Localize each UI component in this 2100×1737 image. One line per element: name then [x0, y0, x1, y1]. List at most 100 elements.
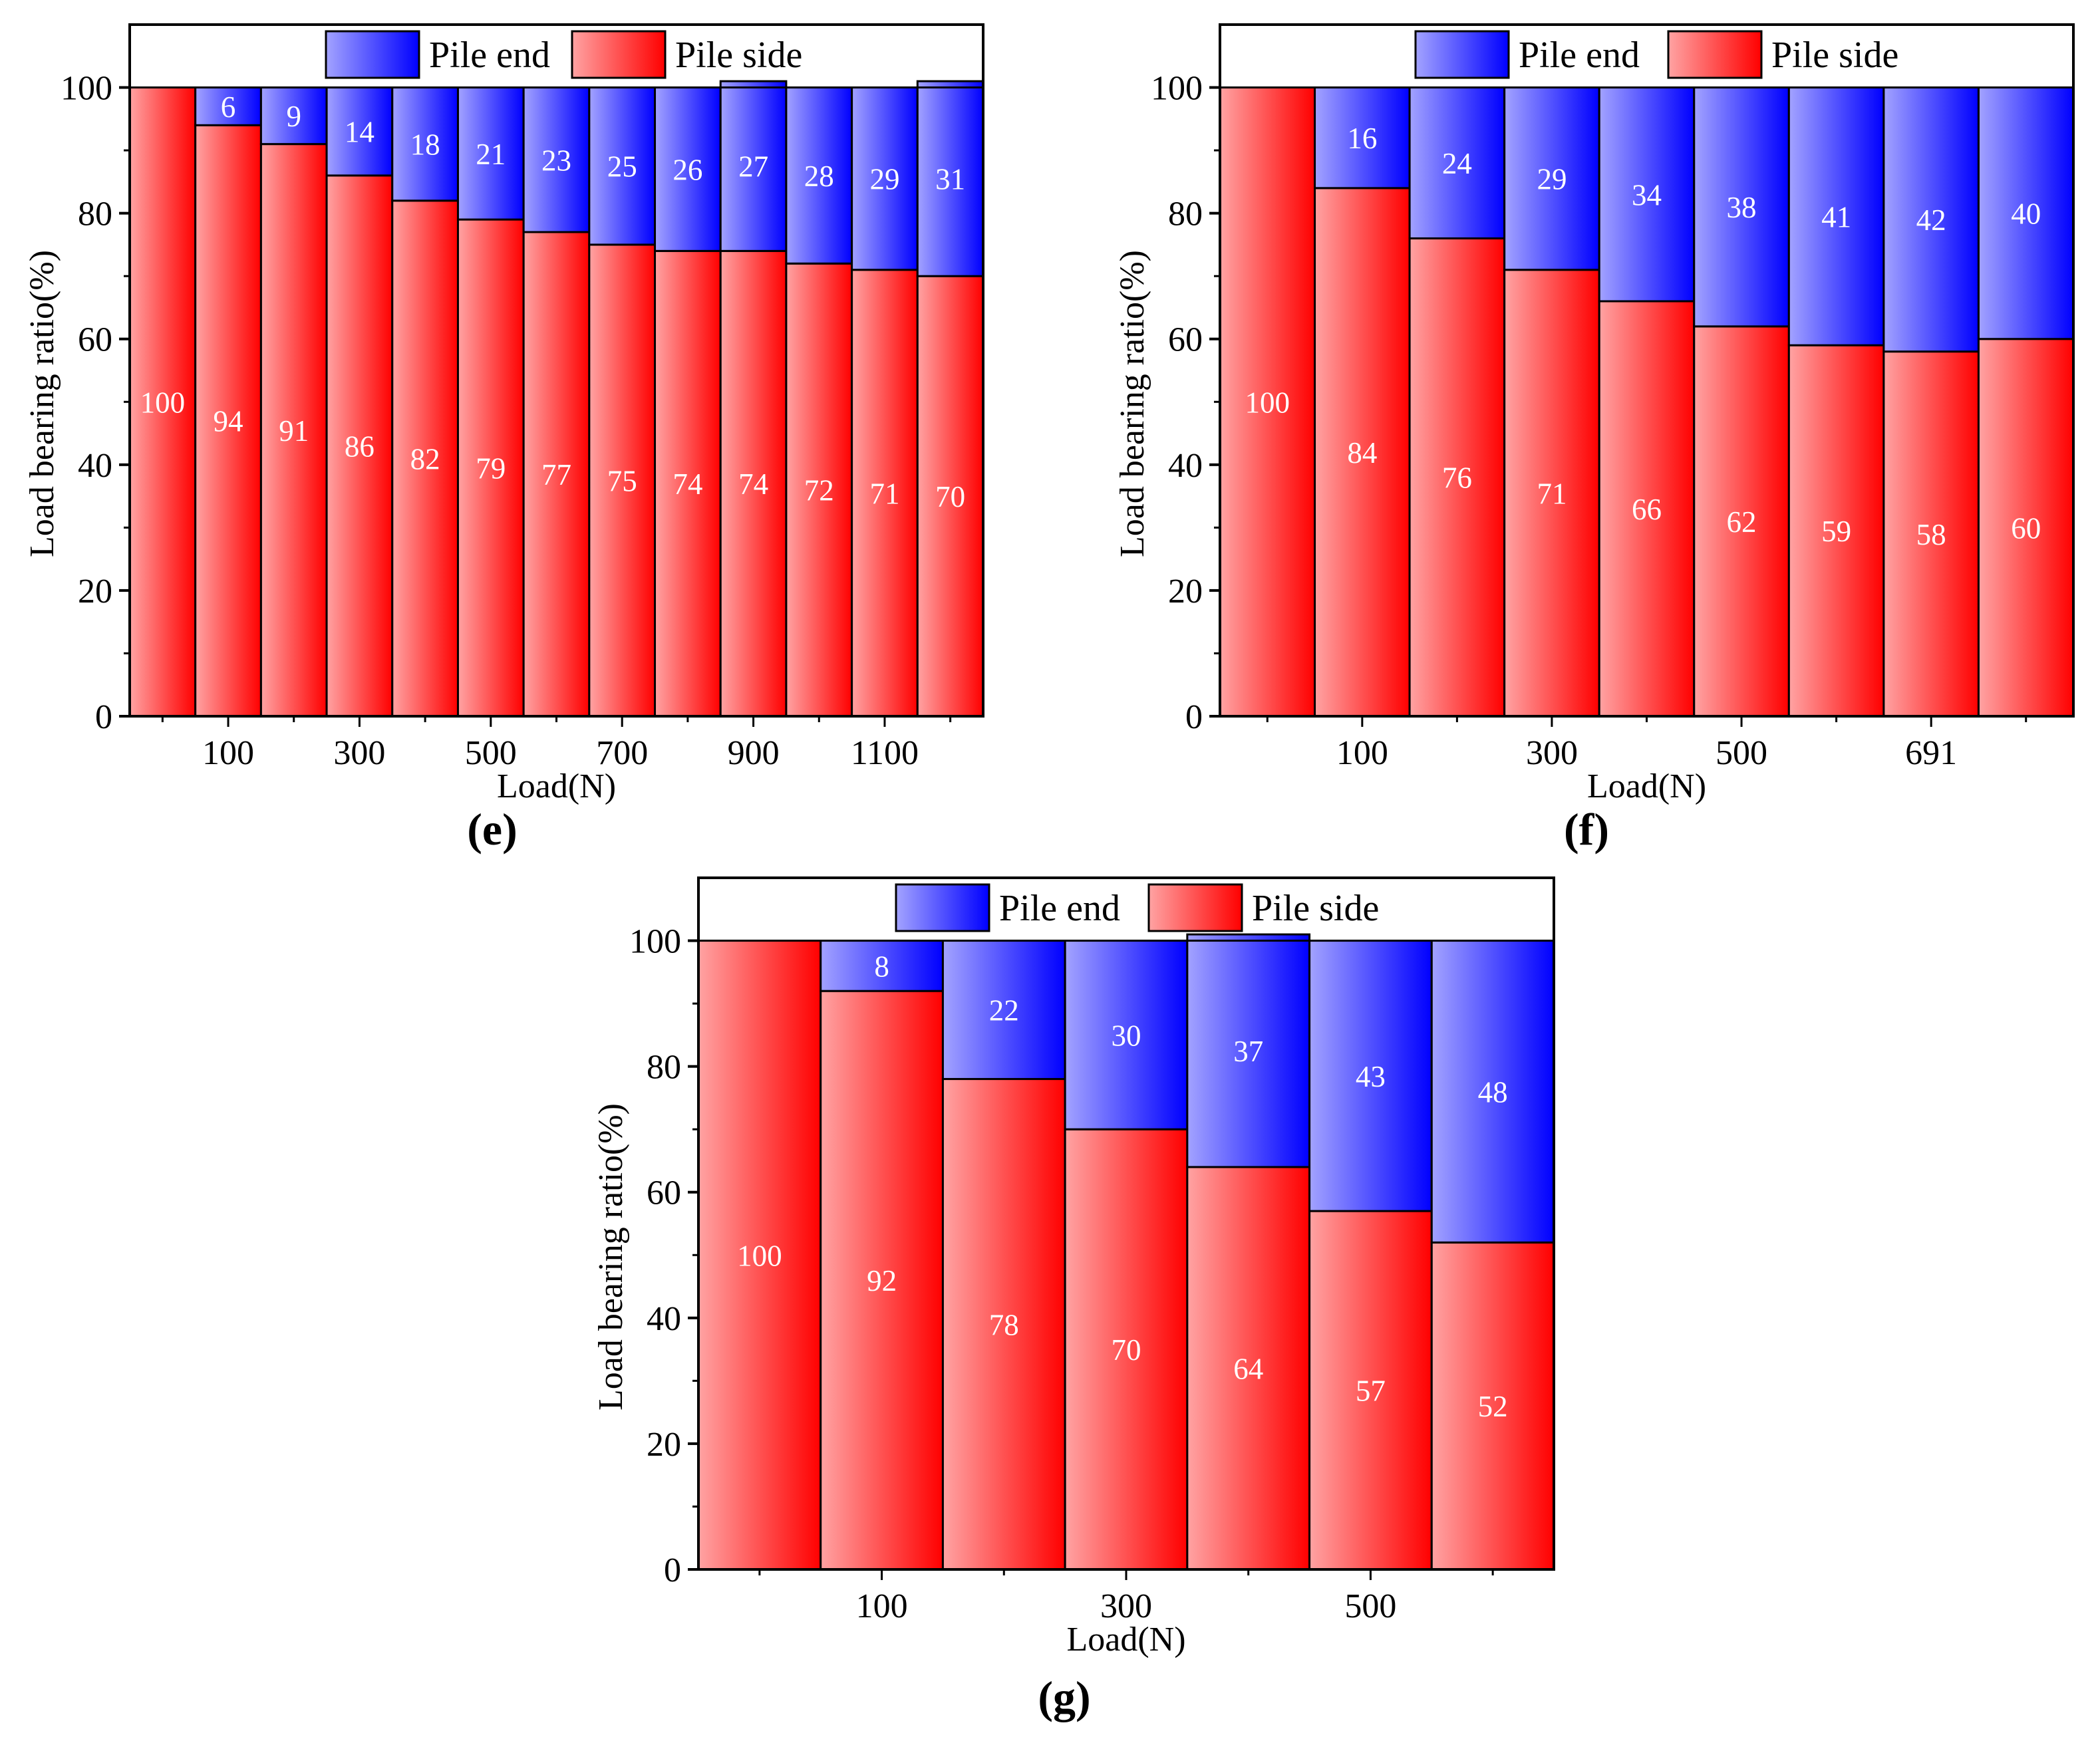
data-label-pile-end: 27 — [738, 150, 768, 184]
data-label-pile-end: 21 — [476, 138, 506, 171]
data-label-pile-end: 8 — [874, 950, 889, 983]
bar-pile-side — [128, 86, 197, 718]
data-label-pile-end: 18 — [410, 128, 440, 162]
data-label-pile-side: 100 — [1245, 386, 1290, 419]
y-tick-label: 100 — [1151, 70, 1203, 108]
bar-pile-end — [1064, 940, 1189, 1131]
x-tick-label: 700 — [596, 734, 648, 772]
data-label-pile-end: 23 — [541, 144, 571, 177]
bar-pile-end — [259, 86, 328, 146]
data-label-pile-end: 43 — [1356, 1060, 1386, 1093]
data-label-pile-end: 29 — [869, 163, 899, 196]
bar-pile-side — [1977, 338, 2075, 718]
bar-pile-end — [1693, 86, 1790, 328]
panel-label: (f) — [1564, 804, 1609, 855]
data-label-pile-end: 16 — [1347, 122, 1377, 155]
data-label-pile-side: 79 — [476, 452, 506, 485]
legend-label-pile-side: Pile side — [1771, 35, 1898, 76]
bar-pile-side — [654, 249, 722, 718]
bar-pile-end — [916, 80, 984, 277]
bar-pile-side — [325, 174, 394, 718]
bar-pile-end — [325, 86, 394, 177]
data-label-pile-side: 91 — [279, 414, 309, 448]
y-tick-label: 80 — [647, 1049, 681, 1087]
x-axis-title: Load(N) — [1587, 767, 1706, 805]
bar-pile-end — [391, 86, 459, 202]
data-label-pile-side: 71 — [869, 477, 899, 510]
x-axis-title: Load(N) — [497, 767, 616, 805]
legend-label-pile-side: Pile side — [1252, 888, 1379, 929]
data-label-pile-side: 62 — [1727, 505, 1757, 539]
bar-pile-end — [654, 86, 722, 252]
data-label-pile-side: 78 — [989, 1308, 1019, 1341]
data-label-pile-side: 94 — [214, 405, 243, 438]
bar-pile-end — [941, 940, 1066, 1081]
y-tick-label: 60 — [78, 321, 112, 359]
x-tick-label: 1100 — [851, 734, 919, 772]
bar-pile-side — [522, 231, 591, 718]
data-label-pile-end: 38 — [1727, 191, 1757, 224]
y-tick-label: 40 — [78, 447, 112, 485]
y-tick-label: 80 — [1168, 196, 1203, 233]
data-label-pile-side: 59 — [1821, 515, 1851, 548]
data-label-pile-side: 100 — [140, 386, 186, 419]
bar-pile-side — [820, 990, 944, 1571]
legend-label-pile-end: Pile end — [999, 888, 1120, 929]
bar-pile-side — [1186, 1166, 1311, 1571]
y-tick-label: 100 — [629, 923, 681, 961]
data-label-pile-side: 70 — [1112, 1333, 1141, 1367]
data-label-pile-side: 75 — [607, 464, 637, 497]
chart-panel-e: 100 94 6 91 9 86 14 82 18 79 21 77 23 75 25 74 26 74 27 72 2… — [23, 23, 984, 855]
bar-pile-end — [719, 80, 788, 252]
y-tick-label: 0 — [664, 1551, 681, 1589]
bar-pile-end — [522, 86, 591, 233]
data-label-pile-end: 14 — [345, 116, 375, 149]
data-label-pile-end: 24 — [1442, 147, 1472, 180]
data-label-pile-side: 66 — [1632, 493, 1662, 526]
data-label-pile-end: 42 — [1916, 203, 1946, 237]
x-axis-title: Load(N) — [1066, 1621, 1185, 1659]
y-tick-label: 20 — [1168, 573, 1203, 610]
x-tick-label: 500 — [1344, 1587, 1396, 1625]
bar-pile-side — [194, 124, 262, 718]
data-label-pile-side: 86 — [345, 430, 375, 463]
legend-swatch-pile-end — [325, 30, 420, 79]
bar-pile-end — [820, 940, 944, 992]
data-label-pile-side: 57 — [1356, 1375, 1386, 1408]
legend-swatch-pile-side — [1667, 30, 1763, 79]
x-tick-label: 900 — [728, 734, 780, 772]
x-tick-label: 691 — [1905, 734, 1957, 772]
bar-pile-side — [719, 249, 788, 718]
bar-pile-side — [391, 200, 459, 718]
data-label-pile-end: 9 — [286, 100, 301, 133]
data-label-pile-end: 22 — [989, 994, 1019, 1027]
y-tick-label: 60 — [1168, 321, 1203, 359]
data-label-pile-end: 26 — [673, 153, 702, 186]
data-label-pile-end: 31 — [935, 163, 965, 196]
data-label-pile-side: 84 — [1347, 436, 1377, 469]
y-tick-label: 0 — [1185, 698, 1203, 736]
data-label-pile-end: 25 — [607, 150, 637, 184]
legend-swatch-pile-end — [1414, 30, 1510, 79]
data-label-pile-side: 60 — [2011, 511, 2041, 545]
bar-pile-end — [851, 86, 919, 271]
data-label-pile-side: 92 — [867, 1264, 897, 1297]
data-label-pile-end: 6 — [221, 90, 236, 124]
bar-pile-end — [1787, 86, 1885, 346]
bar-pile-end — [1598, 86, 1696, 303]
data-label-pile-side: 74 — [738, 468, 768, 501]
legend-swatch-pile-side — [1147, 883, 1243, 932]
data-label-pile-side: 76 — [1442, 462, 1472, 495]
bar-pile-side — [1408, 237, 1506, 718]
data-label-pile-side: 64 — [1233, 1352, 1263, 1385]
x-tick-label: 300 — [1100, 1587, 1152, 1625]
data-label-pile-side: 58 — [1916, 518, 1946, 551]
y-axis-title: Load bearing ratio(%) — [1114, 250, 1151, 557]
bar-pile-end — [1186, 933, 1311, 1168]
panel-label: (e) — [467, 804, 517, 855]
data-label-pile-side: 52 — [1478, 1390, 1508, 1423]
y-tick-label: 0 — [95, 698, 112, 736]
data-label-pile-side: 74 — [673, 468, 702, 501]
chart-panel-f: 100 84 16 76 24 71 29 66 34 62 38 59 41 58 42 60 40 0 20 40… — [1114, 23, 2075, 855]
